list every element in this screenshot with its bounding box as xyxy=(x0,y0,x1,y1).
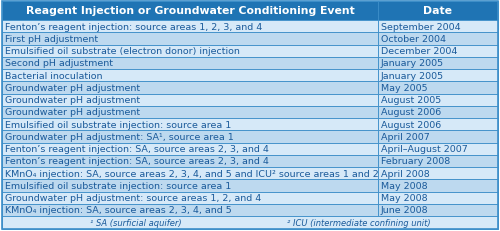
Text: ¹ SA (surficial aquifer): ¹ SA (surficial aquifer) xyxy=(90,218,182,227)
Bar xyxy=(2,2,378,21)
Bar xyxy=(2,192,378,204)
Text: Groundwater pH adjustment: Groundwater pH adjustment xyxy=(5,84,140,92)
Text: Bacterial inoculation: Bacterial inoculation xyxy=(5,71,102,80)
Bar xyxy=(378,192,498,204)
Text: Emulsified oil substrate injection: source area 1: Emulsified oil substrate injection: sour… xyxy=(5,120,232,129)
Bar xyxy=(2,82,378,94)
Bar xyxy=(2,204,378,216)
Bar xyxy=(2,119,378,131)
Bar xyxy=(2,58,378,70)
Bar xyxy=(378,167,498,179)
Text: Emulsified oil substrate (electron donor) injection: Emulsified oil substrate (electron donor… xyxy=(5,47,240,56)
Text: August 2005: August 2005 xyxy=(381,96,441,105)
Text: January 2005: January 2005 xyxy=(381,71,444,80)
Text: First pH adjustment: First pH adjustment xyxy=(5,35,98,44)
Bar xyxy=(2,131,378,143)
Text: Groundwater pH adjustment: SA¹, source area 1: Groundwater pH adjustment: SA¹, source a… xyxy=(5,132,234,141)
Bar xyxy=(2,94,378,106)
Bar xyxy=(2,70,378,82)
Bar xyxy=(378,70,498,82)
Bar xyxy=(378,33,498,45)
Bar xyxy=(378,106,498,119)
Text: May 2005: May 2005 xyxy=(381,84,428,92)
Bar xyxy=(378,94,498,106)
Bar xyxy=(378,131,498,143)
Bar xyxy=(378,58,498,70)
Text: August 2006: August 2006 xyxy=(381,108,441,117)
Bar xyxy=(2,21,378,33)
Text: Second pH adjustment: Second pH adjustment xyxy=(5,59,113,68)
Text: Groundwater pH adjustment: Groundwater pH adjustment xyxy=(5,108,140,117)
Bar xyxy=(378,143,498,155)
Text: May 2008: May 2008 xyxy=(381,181,428,190)
Text: October 2004: October 2004 xyxy=(381,35,446,44)
Bar xyxy=(2,179,378,192)
Text: January 2005: January 2005 xyxy=(381,59,444,68)
Text: April 2008: April 2008 xyxy=(381,169,430,178)
Text: May 2008: May 2008 xyxy=(381,193,428,202)
Text: Emulsified oil substrate injection: source area 1: Emulsified oil substrate injection: sour… xyxy=(5,181,232,190)
Bar xyxy=(2,33,378,45)
Text: ² ICU (intermediate confining unit): ² ICU (intermediate confining unit) xyxy=(288,218,431,227)
Bar xyxy=(2,216,498,229)
Bar xyxy=(2,143,378,155)
Bar xyxy=(2,106,378,119)
Bar xyxy=(2,155,378,167)
Bar xyxy=(378,82,498,94)
Text: Fenton’s reagent injection: SA, source areas 2, 3, and 4: Fenton’s reagent injection: SA, source a… xyxy=(5,145,269,153)
Text: Date: Date xyxy=(424,6,452,16)
Text: Fenton’s reagent injection: source areas 1, 2, 3, and 4: Fenton’s reagent injection: source areas… xyxy=(5,23,262,31)
Text: KMnO₄ injection: SA, source areas 2, 3, 4, and 5 and ICU² source areas 1 and 2: KMnO₄ injection: SA, source areas 2, 3, … xyxy=(5,169,379,178)
Text: KMnO₄ injection: SA, source areas 2, 3, 4, and 5: KMnO₄ injection: SA, source areas 2, 3, … xyxy=(5,206,232,214)
Text: Groundwater pH adjustment: Groundwater pH adjustment xyxy=(5,96,140,105)
Text: August 2006: August 2006 xyxy=(381,120,441,129)
Bar xyxy=(2,167,378,179)
Text: April–August 2007: April–August 2007 xyxy=(381,145,468,153)
Bar xyxy=(2,45,378,58)
Bar xyxy=(378,155,498,167)
Text: April 2007: April 2007 xyxy=(381,132,430,141)
Bar xyxy=(378,45,498,58)
Text: Reagent Injection or Groundwater Conditioning Event: Reagent Injection or Groundwater Conditi… xyxy=(26,6,354,16)
Text: Fenton’s reagent injection: SA, source areas 2, 3, and 4: Fenton’s reagent injection: SA, source a… xyxy=(5,157,269,166)
Bar xyxy=(378,119,498,131)
Bar xyxy=(378,204,498,216)
Bar xyxy=(378,21,498,33)
Bar xyxy=(378,179,498,192)
Text: Groundwater pH adjustment: source areas 1, 2, and 4: Groundwater pH adjustment: source areas … xyxy=(5,193,261,202)
Text: September 2004: September 2004 xyxy=(381,23,460,31)
Text: June 2008: June 2008 xyxy=(381,206,428,214)
Text: February 2008: February 2008 xyxy=(381,157,450,166)
Text: December 2004: December 2004 xyxy=(381,47,458,56)
Bar xyxy=(378,2,498,21)
